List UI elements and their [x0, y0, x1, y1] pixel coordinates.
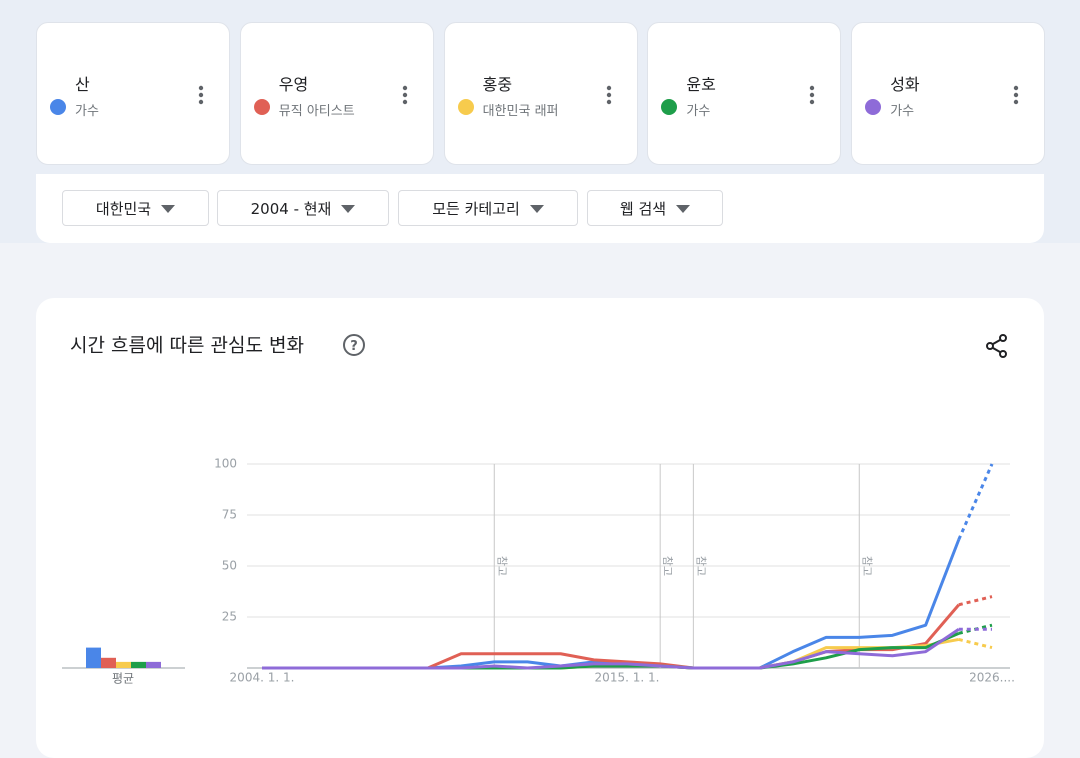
chart-title: 시간 흐름에 따른 관심도 변화 — [70, 335, 304, 357]
term-subtitle: 가수 — [686, 104, 711, 119]
svg-text:?: ? — [350, 339, 358, 354]
note-label: 참고 — [495, 556, 508, 576]
average-bar — [101, 657, 116, 668]
y-tick-label: 25 — [222, 610, 237, 624]
page: 산 가수 우영 뮤직 아티스트 홍중 대한민국 래퍼 윤호 가수 성화 가수 대한민국 2004 -… — [36, 22, 1046, 758]
term-name: 우영 — [278, 75, 309, 94]
filter-bar: 대한민국 2004 - 현재 모든 카테고리 웹 검색 — [36, 174, 1044, 243]
dropdown-arrow — [341, 199, 356, 217]
chart: 시간 흐름에 따른 관심도 변화 ? 25 50 75 100 2004. 1. 1. 2… — [62, 334, 1015, 686]
dropdown-arrow — [676, 199, 691, 217]
y-tick-label: 50 — [222, 559, 237, 573]
term-subtitle: 뮤직 아티스트 — [278, 104, 355, 119]
average-bar — [116, 661, 131, 668]
term-name: 윤호 — [686, 75, 716, 94]
y-tick-label: 75 — [222, 508, 237, 522]
share-icon[interactable] — [986, 334, 1007, 358]
term-name: 홍중 — [482, 75, 513, 94]
series-line — [262, 627, 960, 670]
filter-label: 모든 카테고리 — [432, 199, 520, 218]
note-label: 참고 — [694, 556, 707, 576]
menu-button[interactable] — [606, 85, 612, 109]
note-label: 참고 — [661, 556, 674, 576]
chart-card — [36, 298, 1044, 758]
x-tick-label: 2004. 1. 1. — [230, 671, 295, 685]
partial-line — [957, 463, 994, 541]
term-subtitle: 가수 — [890, 104, 915, 119]
average-bar — [131, 661, 146, 668]
average-label: 평균 — [112, 672, 134, 686]
filter-dropdown[interactable]: 2004 - 현재 — [217, 190, 389, 226]
dropdown-arrow — [529, 199, 544, 217]
average-bar — [146, 661, 161, 668]
term-name: 성화 — [890, 75, 920, 94]
x-tick-label: 2015. 1. 1. — [595, 671, 660, 685]
filter-label: 대한민국 — [95, 199, 152, 218]
term-color — [865, 99, 882, 115]
term-subtitle: 가수 — [75, 104, 99, 119]
filter-dropdown[interactable]: 웹 검색 — [587, 190, 723, 226]
dropdown-arrow — [161, 199, 176, 217]
term-color — [457, 99, 474, 115]
term-color — [50, 99, 66, 115]
term-color — [253, 99, 270, 115]
y-tick-label: 100 — [214, 457, 237, 471]
partial-line — [958, 595, 993, 607]
filter-dropdown[interactable]: 대한민국 — [62, 190, 209, 226]
menu-button[interactable] — [1013, 85, 1019, 109]
term-subtitle: 대한민국 래퍼 — [482, 104, 559, 119]
menu-button[interactable] — [809, 85, 815, 109]
average-bar — [86, 647, 101, 668]
partial-line — [958, 637, 993, 650]
filter-label: 웹 검색 — [619, 199, 667, 218]
term-name: 산 — [75, 75, 90, 94]
note-label: 참고 — [860, 556, 873, 576]
x-tick-label: 2026.... — [969, 671, 1015, 685]
menu-button[interactable] — [402, 85, 408, 109]
term-color — [661, 99, 678, 115]
help-icon[interactable]: ? — [343, 334, 365, 356]
filter-dropdown[interactable]: 모든 카테고리 — [398, 190, 578, 226]
menu-button[interactable] — [198, 85, 204, 109]
filter-label: 2004 - 현재 — [250, 199, 332, 218]
